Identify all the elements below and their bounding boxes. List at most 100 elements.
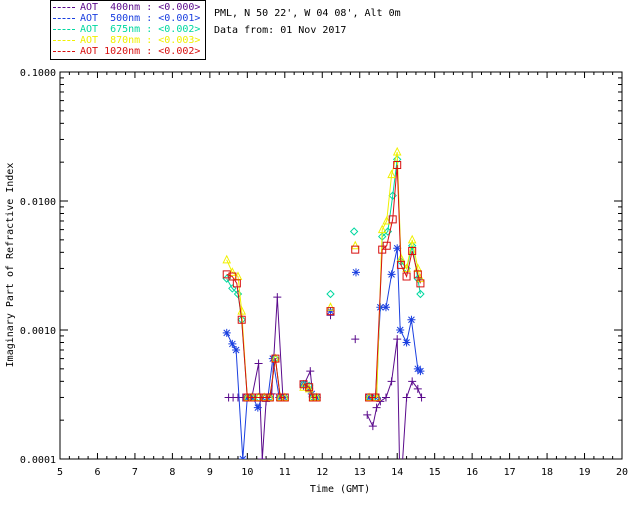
- legend-label-400: AOT 400nm : <0.000>: [80, 2, 201, 13]
- x-tick-label: 16: [466, 467, 478, 478]
- data-point: [273, 293, 282, 302]
- data-point: [275, 392, 285, 401]
- legend-swatch-400: [53, 7, 75, 8]
- data-point: [237, 306, 247, 315]
- data-point: [243, 392, 252, 401]
- data-point: [268, 354, 277, 363]
- legend-swatch-500: [53, 18, 75, 19]
- data-point: [232, 279, 241, 288]
- data-point: [416, 289, 425, 299]
- data-point: [258, 455, 267, 459]
- data-point: [387, 169, 396, 179]
- ticks: 5 6 7 8 9 10 11 12 13 14 15 16 17 18 19 20 0.0001 0.0010 0…: [20, 68, 628, 478]
- data-point: [299, 380, 308, 389]
- data-point: [413, 384, 422, 393]
- data-point: [265, 393, 274, 402]
- data-point: [408, 377, 417, 386]
- legend-label-870: AOT 870nm : <0.003>: [80, 35, 201, 46]
- data-point: [349, 227, 359, 236]
- x-tick-label: 19: [579, 467, 591, 478]
- data-point: [377, 224, 387, 234]
- data-point: [363, 410, 372, 419]
- legend-swatch-1020: [53, 51, 75, 52]
- data-point: [326, 307, 335, 316]
- x-tick-label: 8: [169, 467, 175, 478]
- data-point: [388, 215, 397, 224]
- data-point: [396, 326, 405, 334]
- data-point: [416, 367, 425, 376]
- legend-item-500: AOT 500nm : <0.001>: [53, 13, 200, 24]
- plot-area: [222, 146, 426, 502]
- y-tick-label: 0.0100: [20, 197, 56, 208]
- data-point: [304, 383, 314, 393]
- series-line: [369, 164, 421, 398]
- data-point: [237, 315, 246, 324]
- data-point: [396, 494, 404, 502]
- data-point: [306, 367, 315, 376]
- data-point: [407, 315, 416, 324]
- x-tick-label: 20: [616, 467, 628, 478]
- data-point: [312, 393, 321, 402]
- x-tick-label: 6: [94, 467, 100, 478]
- data-point: [402, 393, 411, 402]
- data-point: [381, 303, 390, 312]
- series-4: [222, 161, 425, 402]
- series-group: [222, 146, 426, 502]
- x-tick-label: 12: [316, 467, 328, 478]
- data-point: [396, 260, 405, 269]
- data-point: [253, 403, 262, 412]
- x-axis-label: Time (GMT): [310, 484, 370, 495]
- x-tick-label: 17: [504, 467, 516, 478]
- legend-label-500: AOT 500nm : <0.001>: [80, 13, 201, 24]
- data-point: [393, 335, 402, 344]
- data-point: [364, 392, 374, 401]
- x-tick-label: 18: [541, 467, 553, 478]
- data-point: [382, 241, 391, 250]
- series-line: [366, 339, 423, 459]
- data-point: [376, 303, 385, 312]
- data-point: [326, 289, 335, 299]
- series-line: [303, 383, 317, 398]
- data-point: [393, 244, 402, 253]
- legend-label-1020: AOT 1020nm : <0.002>: [80, 46, 201, 57]
- data-point: [233, 289, 243, 299]
- x-tick-label: 13: [354, 467, 366, 478]
- y-axis-label: Imaginary Part of Refractive Index: [5, 163, 16, 368]
- x-tick-label: 10: [241, 467, 253, 478]
- data-point: [351, 245, 360, 254]
- data-point: [228, 339, 237, 348]
- data-point: [402, 338, 411, 347]
- data-point: [392, 146, 402, 156]
- legend-item-1020: AOT 1020nm : <0.002>: [53, 46, 200, 57]
- data-point: [247, 392, 257, 401]
- data-point: [382, 215, 392, 225]
- data-point: [222, 328, 231, 337]
- data-point: [305, 383, 314, 392]
- data-point: [368, 422, 377, 431]
- data-point: [271, 354, 280, 363]
- data-point: [407, 234, 417, 244]
- legend: AOT 400nm : <0.000> AOT 500nm : <0.001> …: [50, 0, 206, 60]
- data-point: [222, 270, 231, 279]
- legend-label-675: AOT 675nm : <0.002>: [80, 24, 201, 35]
- data-date: Data from: 01 Nov 2017: [214, 25, 347, 36]
- data-point: [393, 161, 402, 170]
- legend-item-400: AOT 400nm : <0.000>: [53, 2, 200, 13]
- legend-swatch-675: [53, 29, 75, 30]
- data-point: [275, 393, 284, 402]
- x-tick-label: 5: [57, 467, 63, 478]
- data-point: [326, 307, 335, 316]
- y-tick-label: 0.0001: [20, 455, 56, 466]
- y-tick-label: 0.0010: [20, 326, 56, 337]
- axes: [59, 71, 623, 460]
- x-tick-label: 9: [207, 467, 213, 478]
- plot-frame: [59, 71, 623, 460]
- data-point: [222, 254, 232, 264]
- series-line: [228, 297, 284, 459]
- data-point: [280, 392, 290, 401]
- data-point: [371, 393, 380, 402]
- data-point: [350, 240, 360, 250]
- x-tick-label: 14: [391, 467, 403, 478]
- x-tick-label: 11: [279, 467, 291, 478]
